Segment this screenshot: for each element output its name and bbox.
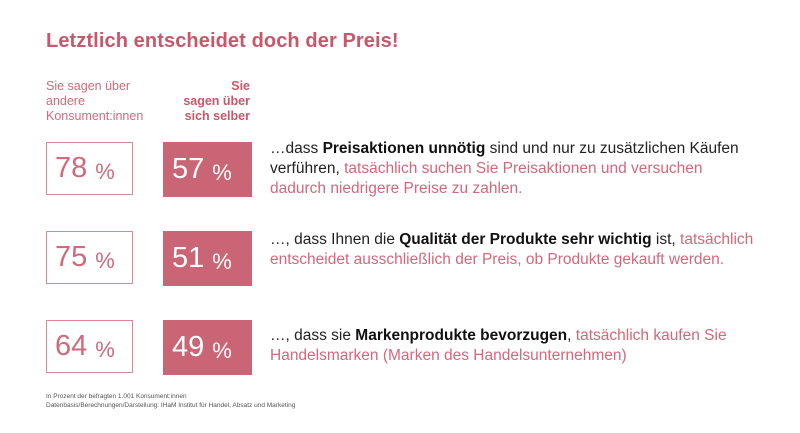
others-value-box: 64% — [46, 320, 133, 373]
statement-highlight: tatsächlich kaufen Sie Handelsmarken (Ma… — [270, 327, 727, 364]
statement-prefix: …, dass Ihnen die — [270, 231, 400, 248]
percent-sign: % — [212, 337, 232, 363]
self-value-box: 51% — [163, 231, 252, 286]
statement-bold: Qualität der Produkte sehr wichtig — [399, 231, 652, 248]
self-value: 51 — [172, 242, 205, 274]
footnote: In Prozent der befragten 1.001 Konsument… — [46, 393, 295, 410]
statement-prefix: …, dass sie — [270, 327, 356, 344]
page-title: Letztlich entscheidet doch der Preis! — [46, 30, 399, 52]
percent-sign: % — [95, 158, 115, 184]
self-value-box: 49% — [163, 320, 252, 375]
statement-text: …, dass Ihnen die Qualität der Produkte … — [270, 230, 760, 270]
header-others-line: andere — [46, 94, 85, 108]
others-value: 75 — [55, 241, 88, 273]
percent-sign: % — [212, 248, 232, 274]
statement-text: …dass Preisaktionen unnötig sind und nur… — [270, 139, 760, 199]
others-value-box: 75% — [46, 231, 133, 284]
header-others-line: Sie sagen über — [46, 79, 131, 93]
statement-bold: Markenprodukte bevorzugen — [355, 327, 568, 344]
statement-text: …, dass sie Markenprodukte bevorzugen, t… — [270, 326, 760, 366]
self-value: 49 — [172, 331, 205, 363]
footnote-line: Datenbasis/Berechnungen/Darstellung: IHa… — [46, 401, 296, 409]
statement-mid: ist, — [651, 231, 681, 248]
statement-highlight: tatsächlich entscheidet ausschließlich d… — [270, 231, 754, 268]
statement-highlight: tatsächlich suchen Sie Preisaktionen und… — [270, 160, 703, 197]
others-value: 78 — [55, 152, 88, 184]
percent-sign: % — [212, 159, 232, 185]
others-value: 64 — [55, 330, 88, 362]
header-self-line: sich selber — [184, 109, 250, 123]
header-others: Sie sagen über andere Konsument:innen — [46, 79, 176, 124]
self-value-box: 57% — [163, 142, 252, 197]
statement-mid: , — [567, 327, 576, 344]
header-others-line: Konsument:innen — [46, 109, 144, 123]
header-self-line: sagen über — [183, 94, 250, 108]
statement-bold: Preisaktionen unnötig — [322, 140, 486, 157]
statement-mid: sind und nur zu zusätzlichen Käufen verf… — [270, 140, 739, 177]
percent-sign: % — [95, 247, 115, 273]
others-value-box: 78% — [46, 142, 133, 195]
footnote-line: In Prozent der befragten 1.001 Konsument… — [46, 393, 187, 400]
header-self: Sie sagen über sich selber — [160, 79, 250, 124]
percent-sign: % — [95, 336, 115, 362]
self-value: 57 — [172, 153, 205, 185]
statement-prefix: …dass — [270, 140, 323, 157]
header-self-line: Sie — [231, 79, 250, 93]
